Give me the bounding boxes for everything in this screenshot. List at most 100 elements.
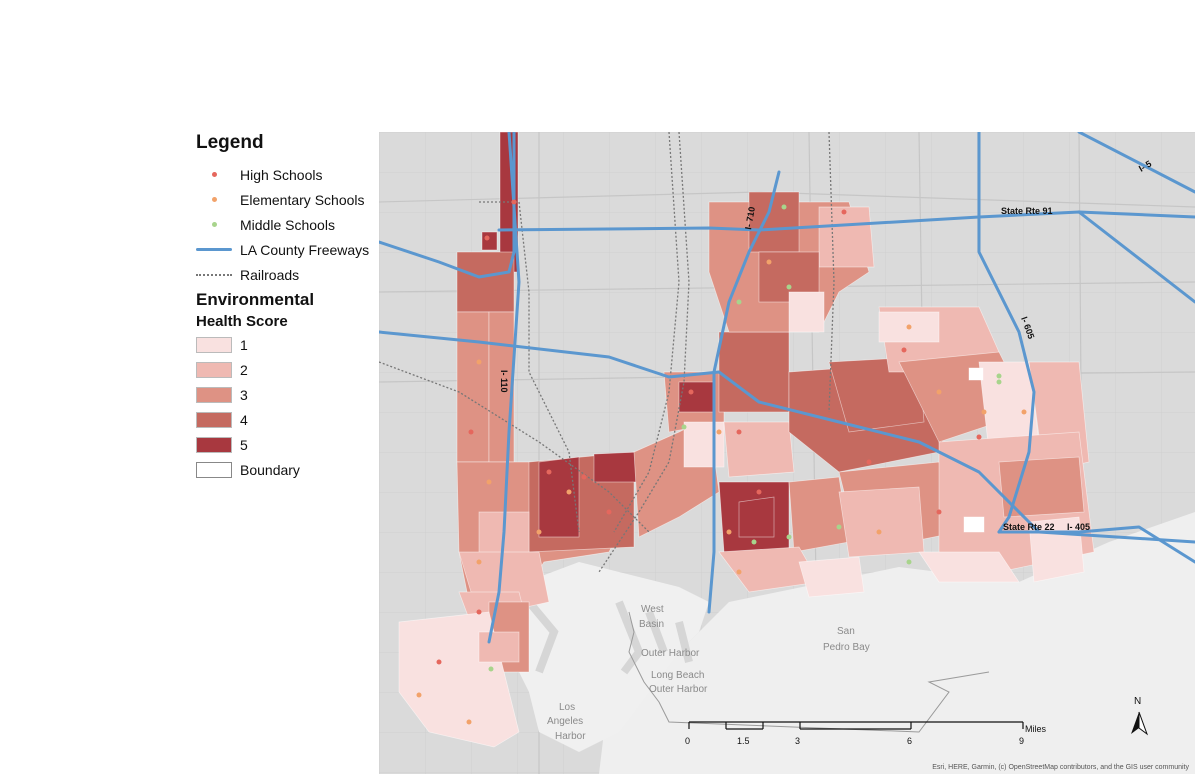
- school-point: [416, 692, 422, 698]
- swatch-3-icon: [196, 386, 232, 403]
- school-point: [546, 469, 552, 475]
- scale-tick: 6: [907, 736, 912, 746]
- legend-class-label: 2: [240, 361, 248, 378]
- legend-class-4: 4: [196, 407, 376, 432]
- north-arrow-icon: N: [1131, 696, 1149, 736]
- legend-class-5: 5: [196, 432, 376, 457]
- school-point: [736, 299, 742, 305]
- scale-bar: 0 1.5 3 6 9 Miles: [685, 721, 1047, 746]
- school-point: [936, 389, 942, 395]
- legend-label: Middle Schools: [240, 216, 335, 233]
- legend-item-middle-schools: Middle Schools: [196, 212, 376, 237]
- legend-class-label: 1: [240, 336, 248, 353]
- legend-class-3: 3: [196, 382, 376, 407]
- swatch-5-icon: [196, 436, 232, 453]
- legend-item-railroads: Railroads: [196, 262, 376, 287]
- railroad-line-icon: [196, 273, 232, 276]
- label-west-basin: Basin: [639, 619, 664, 630]
- scale-unit: Miles: [1025, 724, 1047, 734]
- label-west-basin: West: [641, 604, 664, 615]
- school-point: [466, 719, 472, 725]
- school-point: [906, 559, 912, 565]
- school-point: [876, 529, 882, 535]
- north-label: N: [1134, 696, 1141, 707]
- school-point: [476, 359, 482, 365]
- legend-label: Elementary Schools: [240, 191, 365, 208]
- school-point: [716, 429, 722, 435]
- legend-class-1: 1: [196, 332, 376, 357]
- school-point: [781, 204, 787, 210]
- school-point: [536, 529, 542, 535]
- freeway-i110: [487, 132, 521, 644]
- school-point: [766, 259, 772, 265]
- legend-label: LA County Freeways: [240, 241, 370, 258]
- school-point: [581, 474, 587, 480]
- school-point: [866, 459, 872, 465]
- label-la-harbor: Harbor: [555, 731, 586, 742]
- school-point: [786, 284, 792, 290]
- school-point: [836, 524, 842, 530]
- legend-class-label: 4: [240, 411, 248, 428]
- school-point: [681, 424, 687, 430]
- freeway-sr91-west: [379, 132, 516, 279]
- scale-tick: 9: [1019, 736, 1024, 746]
- school-point: [488, 666, 494, 672]
- map-attribution: Esri, HERE, Garmin, (c) OpenStreetMap co…: [932, 764, 1189, 771]
- label-lb-outer-harbor: Long Beach: [651, 670, 704, 681]
- swatch-boundary-icon: [196, 461, 232, 478]
- school-point: [936, 509, 942, 515]
- school-point: [976, 434, 982, 440]
- legend-label: High Schools: [240, 166, 323, 183]
- label-sr22: State Rte 22: [1003, 522, 1055, 532]
- freeway-i605: [977, 132, 1036, 534]
- legend-item-high-schools: High Schools: [196, 162, 376, 187]
- elementary-school-dot-icon: [211, 197, 217, 202]
- legend-score-subtitle: Health Score: [196, 313, 288, 330]
- school-point: [436, 659, 442, 665]
- legend-item-freeways: LA County Freeways: [196, 237, 376, 262]
- breakwater: [628, 611, 990, 733]
- harbor-water: [499, 562, 709, 752]
- scale-tick: 1.5: [737, 736, 750, 746]
- school-point: [906, 324, 912, 330]
- map-legend: Legend High Schools Elementary Schools M…: [196, 132, 376, 482]
- label-lb-outer-harbor: Outer Harbor: [649, 684, 708, 695]
- school-point: [751, 539, 757, 545]
- school-point: [476, 609, 482, 615]
- school-point: [484, 235, 490, 241]
- label-la-harbor: Los: [559, 702, 575, 713]
- swatch-2-icon: [196, 361, 232, 378]
- legend-score-title: Environmental: [196, 290, 315, 309]
- school-point: [901, 347, 907, 353]
- school-point: [841, 209, 847, 215]
- school-point: [736, 569, 742, 575]
- freeway-i405: [379, 330, 1195, 544]
- freeway-i5-ramp: [1077, 210, 1195, 304]
- school-point: [688, 389, 694, 395]
- middle-school-dot-icon: [211, 222, 217, 227]
- school-point: [566, 489, 572, 495]
- label-la-harbor: Angeles: [547, 716, 583, 727]
- school-point: [606, 509, 612, 515]
- freeway-sr22: [997, 525, 1195, 564]
- harbor-piers: [525, 599, 693, 675]
- scale-tick: 3: [795, 736, 800, 746]
- map-canvas[interactable]: I- 5 State Rte 91 I- 710 I- 605 I- 110 S…: [379, 132, 1195, 774]
- label-san-pedro-bay: Pedro Bay: [823, 642, 870, 653]
- school-point: [736, 429, 742, 435]
- freeway-i710: [707, 170, 781, 614]
- high-school-dot-icon: [211, 172, 217, 177]
- school-point: [756, 489, 762, 495]
- map-svg: I- 5 State Rte 91 I- 710 I- 605 I- 110 S…: [379, 132, 1195, 774]
- school-point: [996, 379, 1002, 385]
- school-point: [468, 429, 474, 435]
- legend-class-label: 5: [240, 436, 248, 453]
- freeway-i5: [1077, 132, 1195, 194]
- legend-class-boundary: Boundary: [196, 457, 376, 482]
- freeway-sr91: [497, 210, 1195, 232]
- schools: [416, 199, 1027, 725]
- school-point: [996, 373, 1002, 379]
- legend-class-2: 2: [196, 357, 376, 382]
- school-point: [981, 409, 987, 415]
- school-point: [486, 479, 492, 485]
